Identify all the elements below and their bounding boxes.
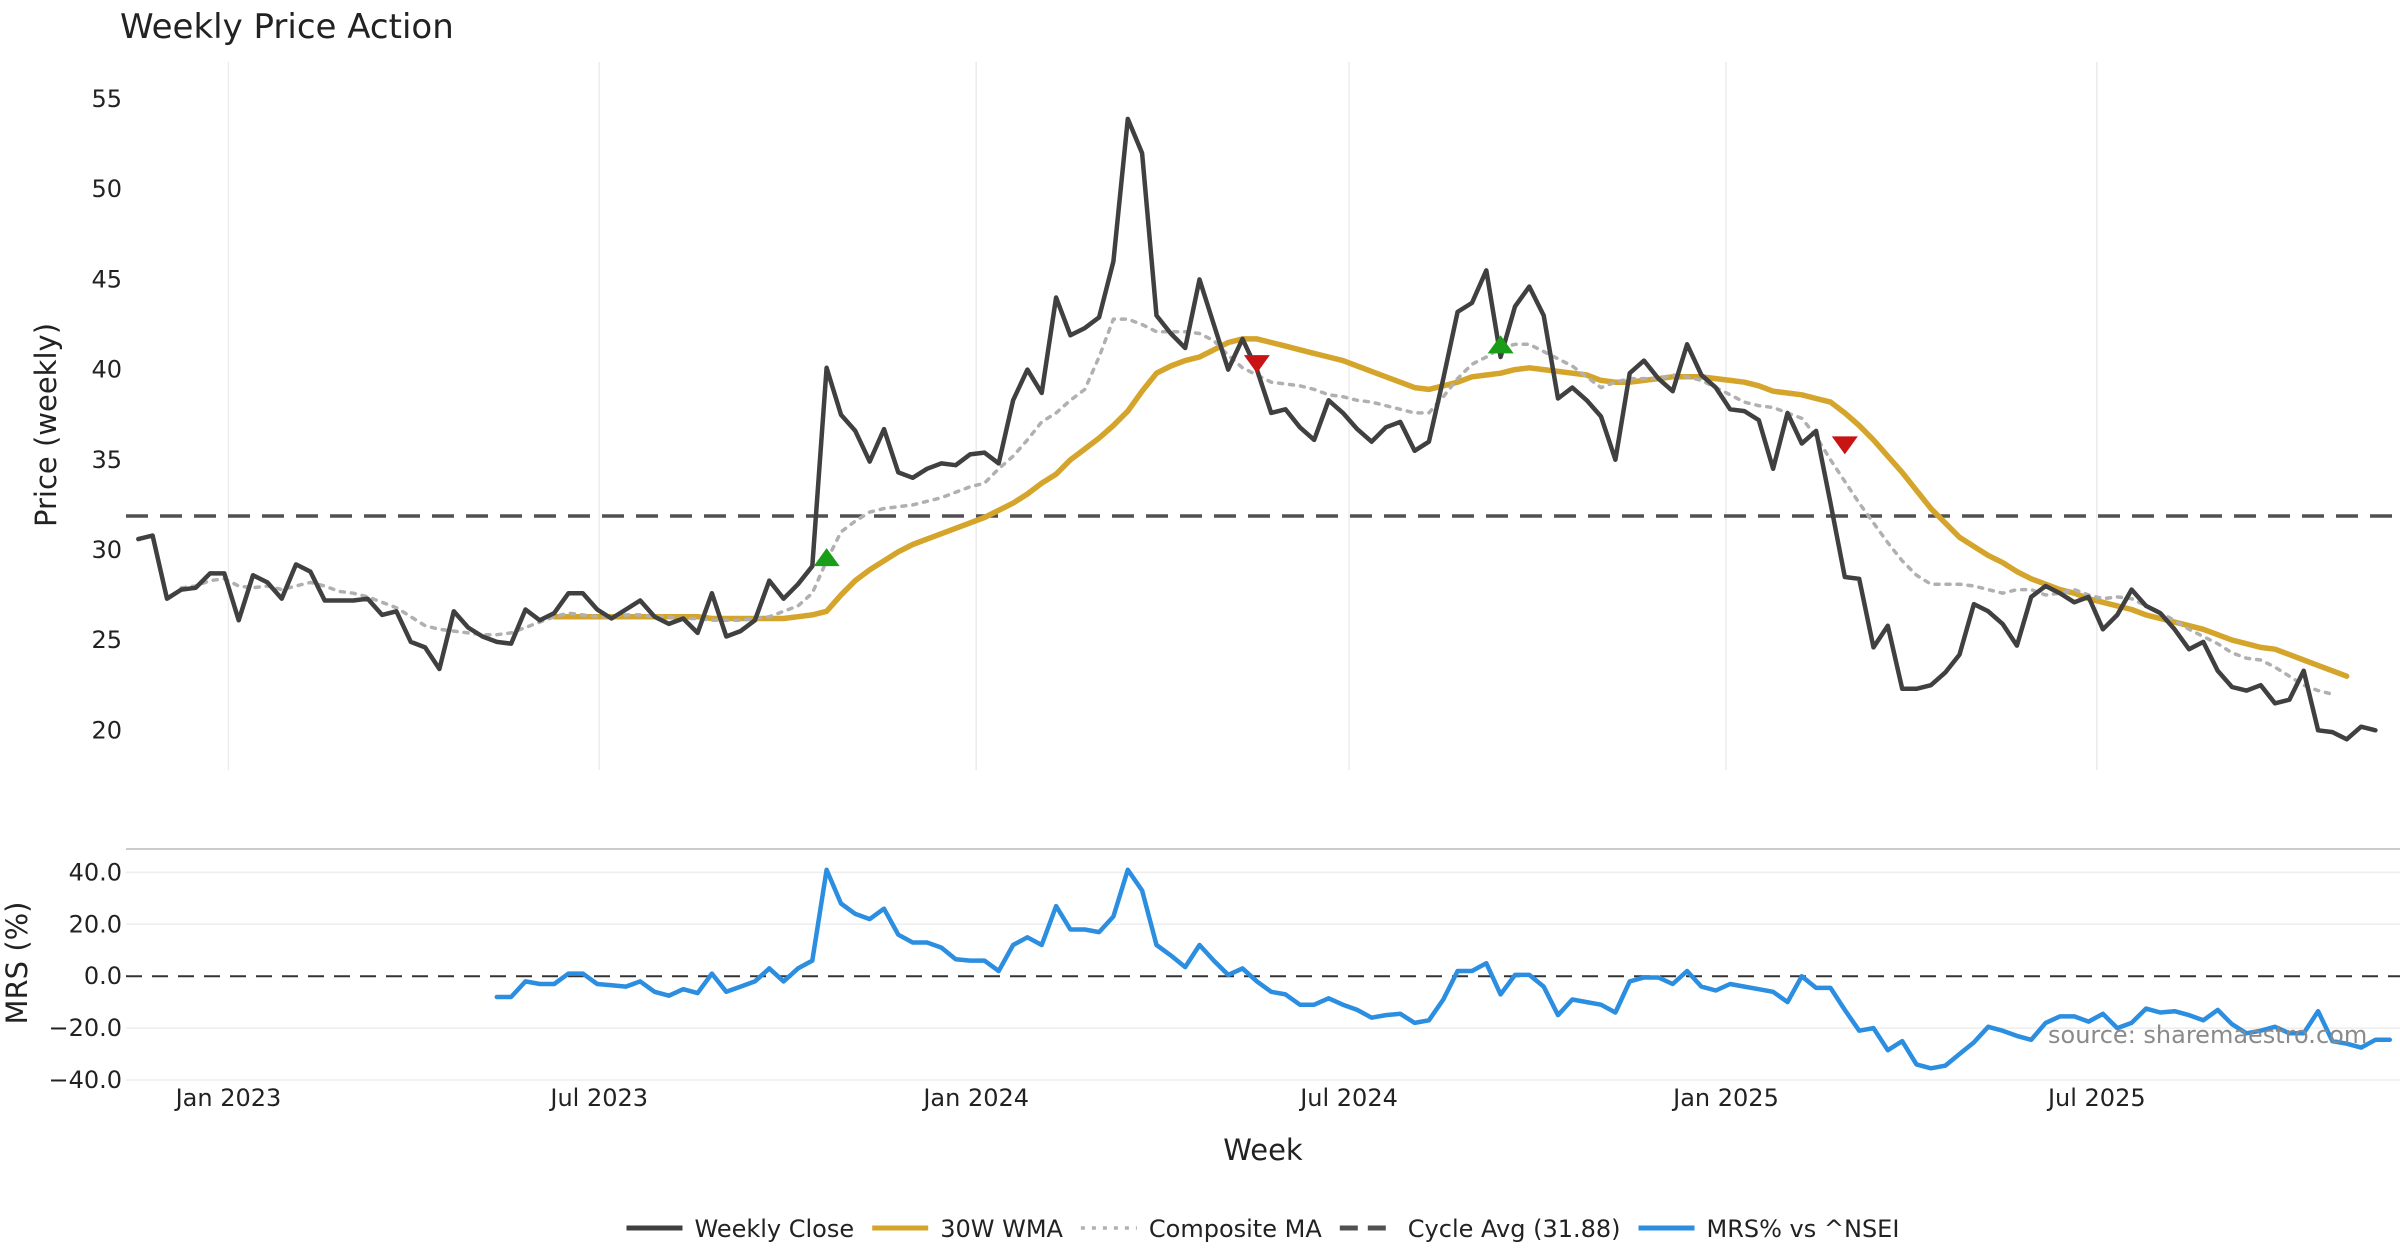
- mrs-panel-series: [494, 867, 2393, 1071]
- x-tick-label: Jul 2023: [548, 1084, 648, 1112]
- legend-label: Weekly Close: [695, 1215, 855, 1243]
- price-y-tick-label: 35: [91, 446, 122, 474]
- x-tick-label: Jan 2023: [174, 1084, 282, 1112]
- buy-signal-marker: [813, 548, 840, 567]
- mrs-y-tick-label: 20.0: [69, 910, 122, 938]
- mrs-y-tick-label: −20.0: [48, 1014, 122, 1042]
- price-y-tick-label: 20: [91, 716, 122, 744]
- x-axis-label: Week: [1223, 1133, 1303, 1167]
- legend-label: Composite MA: [1149, 1215, 1322, 1243]
- mrs-y-tick-label: 0.0: [84, 962, 122, 990]
- legend-label: Cycle Avg (31.88): [1408, 1215, 1621, 1243]
- price-panel-grid: [227, 62, 2098, 770]
- x-tick-label: Jan 2025: [1671, 1084, 1779, 1112]
- price-y-tick-label: 50: [91, 175, 122, 203]
- mrs-y-ticks: −40.0 −20.0 0.0 20.0 40.0: [48, 858, 122, 1094]
- price-y-tick-label: 30: [91, 536, 122, 564]
- series-line-mrs-vs-nsei: [494, 867, 2393, 1071]
- mrs-y-tick-label: 40.0: [69, 858, 122, 886]
- price-y-tick-label: 25: [91, 626, 122, 654]
- sell-signal-marker: [1243, 355, 1270, 374]
- price-y-tick-label: 40: [91, 356, 122, 384]
- x-tick-label: Jan 2024: [921, 1084, 1029, 1112]
- legend-item-composite-ma: Composite MA: [1080, 1215, 1322, 1243]
- source-annotation: source: sharemaestro.com: [2048, 1021, 2367, 1049]
- x-tick-label: Jul 2024: [1298, 1084, 1398, 1112]
- legend-item-weekly-close: Weekly Close: [626, 1215, 855, 1243]
- price-y-tick-label: 45: [91, 265, 122, 293]
- legend-item-cycle-avg-31-88: Cycle Avg (31.88): [1339, 1215, 1621, 1243]
- legend-item-mrs-vs-nsei: MRS% vs ^NSEI: [1638, 1215, 1900, 1243]
- signal-markers: [813, 335, 1858, 567]
- price-y-axis-label: Price (weekly): [29, 323, 63, 527]
- buy-signal-marker: [1487, 335, 1514, 354]
- legend-label: MRS% vs ^NSEI: [1707, 1215, 1900, 1243]
- legend: Weekly Close 30W WMA Composite MA Cycle Avg…: [626, 1215, 1900, 1243]
- mrs-y-tick-label: −40.0: [48, 1066, 122, 1094]
- x-tick-label: Jul 2025: [2046, 1084, 2146, 1112]
- x-axis-ticks: Jan 2023 Jul 2023 Jan 2024 Jul 2024 Jan 2025…: [174, 1084, 2146, 1112]
- sell-signal-marker: [1831, 436, 1858, 455]
- mrs-panel-grid: [126, 871, 2400, 1081]
- legend-label: 30W WMA: [940, 1215, 1063, 1243]
- price-y-tick-label: 55: [91, 85, 122, 113]
- mrs-y-axis-label: MRS (%): [0, 902, 34, 1025]
- price-y-ticks: 20 25 30 35 40 45 50 55: [91, 85, 122, 744]
- legend-item-30w-wma: 30W WMA: [872, 1215, 1064, 1243]
- chart-title: Weekly Price Action: [120, 7, 454, 47]
